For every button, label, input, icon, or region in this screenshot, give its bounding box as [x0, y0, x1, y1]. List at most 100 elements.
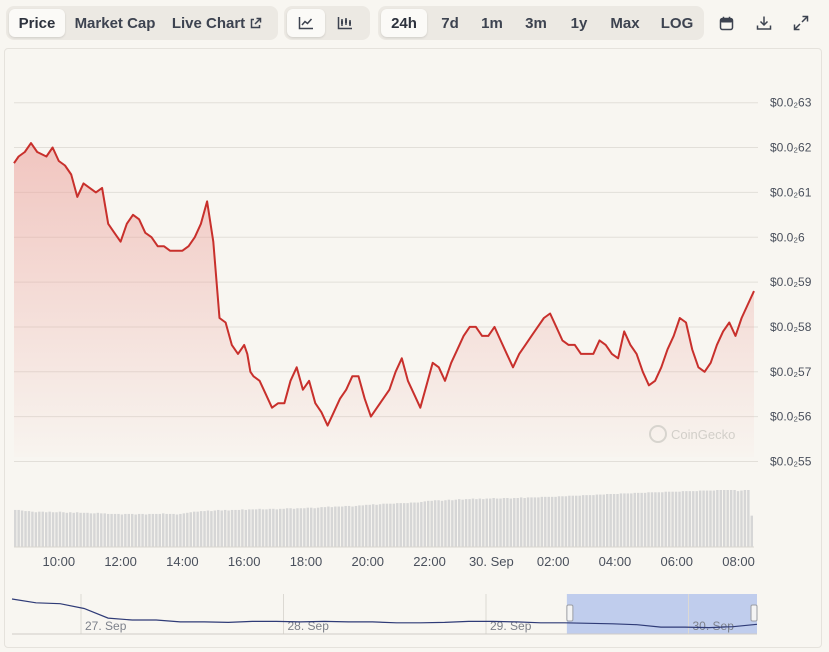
- volume-bar: [423, 501, 427, 547]
- y-tick-label: $0.0₂56: [770, 410, 812, 424]
- volume-bar: [358, 505, 361, 547]
- volume-bar: [695, 491, 698, 547]
- tab-live-chart[interactable]: Live Chart: [165, 9, 269, 37]
- volume-bar: [371, 504, 375, 547]
- y-tick-label: $0.0₂61: [770, 185, 812, 199]
- range-1y-button[interactable]: 1y: [570, 14, 588, 32]
- volume-bar: [495, 498, 499, 547]
- volume-bar: [568, 495, 571, 547]
- volume-bar: [296, 508, 299, 547]
- volume-bar: [595, 494, 599, 547]
- navigator-right-handle[interactable]: [750, 604, 758, 622]
- volume-bar: [261, 509, 265, 547]
- range-max-button[interactable]: Max: [610, 14, 640, 32]
- external-link-icon: [249, 17, 262, 30]
- volume-bar: [705, 490, 709, 547]
- volume-bar: [671, 491, 674, 547]
- log-scale-button[interactable]: LOG: [660, 14, 694, 32]
- volume-bar: [488, 498, 492, 547]
- volume-bar: [464, 499, 468, 547]
- tools-group: [705, 6, 823, 40]
- volume-bar: [636, 492, 640, 547]
- volume-bar: [592, 495, 595, 547]
- volume-bar: [461, 499, 464, 547]
- volume-bar: [248, 509, 251, 547]
- volume-bar: [433, 500, 437, 547]
- volume-bar: [299, 508, 303, 547]
- volume-bar: [82, 512, 86, 547]
- volume-bar: [416, 502, 420, 547]
- volume-bar: [206, 510, 210, 547]
- x-tick-label: 12:00: [104, 554, 137, 569]
- volume-bar: [223, 509, 227, 547]
- volume-bar: [420, 501, 423, 547]
- volume-bar: [585, 495, 588, 547]
- volume-bar: [427, 500, 430, 547]
- coingecko-logo-icon: [649, 425, 667, 443]
- volume-bar: [526, 497, 530, 547]
- watermark: CoinGecko: [649, 425, 735, 443]
- y-tick-label: $0.0₂59: [770, 275, 812, 289]
- volume-bar: [667, 491, 671, 547]
- volume-bar: [578, 495, 581, 547]
- volume-bar: [451, 500, 454, 547]
- volume-bar: [499, 498, 502, 547]
- line-chart-icon: [298, 16, 314, 30]
- volume-bar: [79, 512, 82, 547]
- volume-bar: [196, 511, 199, 547]
- volume-bar: [623, 493, 626, 547]
- expand-button[interactable]: [785, 9, 817, 37]
- volume-bar: [344, 505, 347, 547]
- volume-bar: [544, 496, 547, 547]
- volume-bar: [736, 491, 740, 547]
- navigator[interactable]: 27. Sep 28. Sep 29. Sep 30. Sep: [11, 594, 758, 635]
- volume-bar: [110, 513, 113, 547]
- volume-bar: [227, 510, 230, 547]
- navigator-date-label: 30. Sep: [693, 619, 735, 633]
- y-tick-label: $0.0₂6: [770, 230, 805, 244]
- volume-bar: [134, 514, 137, 547]
- x-tick-label: 14:00: [166, 554, 199, 569]
- download-button[interactable]: [748, 9, 780, 37]
- navigator-left-handle[interactable]: [566, 604, 574, 622]
- volume-bar: [674, 491, 678, 547]
- volume-bar: [733, 490, 736, 547]
- volume-bar: [86, 512, 89, 547]
- volume-bar: [440, 500, 444, 547]
- range-24h-button[interactable]: 24h: [381, 9, 427, 37]
- volume-bar: [275, 509, 279, 547]
- volume-bar: [148, 513, 151, 547]
- chart-toolbar: Price Market Cap Live Chart 24h 7d 1m 3m…: [0, 0, 829, 46]
- volume-bar: [533, 497, 537, 547]
- range-3m-button[interactable]: 3m: [525, 14, 547, 32]
- tab-live-chart-label: Live Chart: [171, 14, 246, 32]
- volume-bar: [513, 497, 516, 547]
- volume-bar: [382, 503, 385, 547]
- tab-price[interactable]: Price: [9, 9, 65, 37]
- volume-bar: [55, 512, 58, 547]
- line-chart-button[interactable]: [287, 9, 325, 37]
- volume-bar: [471, 498, 475, 547]
- volume-bar: [354, 505, 358, 547]
- volume-bar: [172, 513, 175, 547]
- volume-bar: [175, 514, 179, 547]
- volume-bar: [712, 490, 716, 547]
- calendar-button[interactable]: [711, 9, 743, 37]
- tab-market-cap[interactable]: Market Cap: [65, 9, 165, 37]
- range-1m-button[interactable]: 1m: [481, 14, 503, 32]
- volume-bar: [685, 491, 688, 547]
- volume-bar: [24, 511, 27, 547]
- volume-bar: [158, 513, 161, 547]
- candlestick-chart-button[interactable]: [325, 9, 365, 37]
- x-tick-label: 18:00: [290, 554, 323, 569]
- volume-bar: [698, 490, 702, 547]
- range-7d-button[interactable]: 7d: [441, 14, 459, 32]
- volume-bar: [38, 511, 41, 547]
- volume-bar: [213, 510, 217, 547]
- volume-bar: [506, 497, 509, 547]
- volume-bar: [723, 490, 726, 547]
- volume-bar: [310, 507, 313, 547]
- volume-bar: [265, 509, 268, 547]
- volume-bar: [17, 509, 20, 547]
